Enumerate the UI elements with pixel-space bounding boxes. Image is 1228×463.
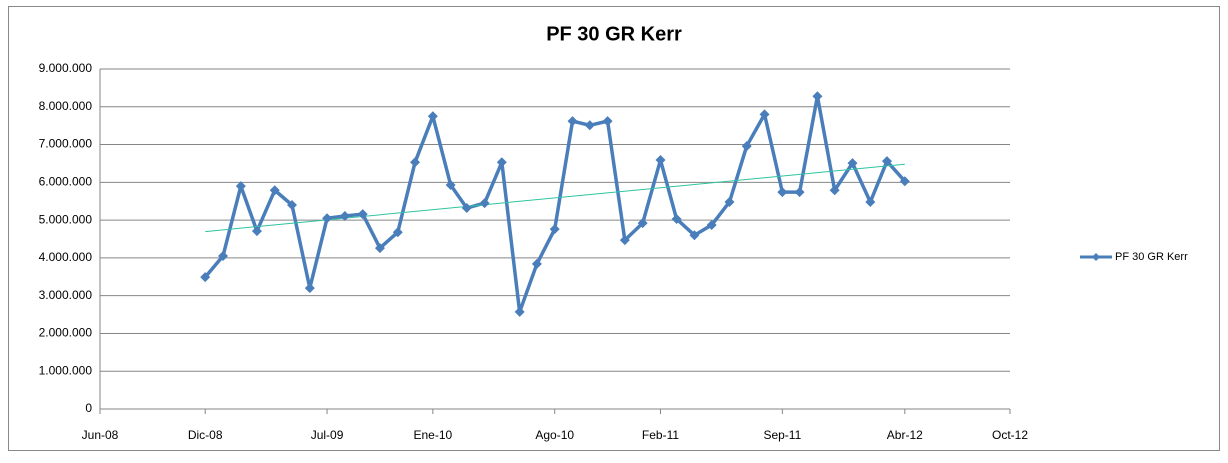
x-tick-label: Abr-12 — [887, 428, 923, 442]
marker — [881, 156, 892, 167]
marker — [514, 306, 525, 317]
y-tick-label: 3.000.000 — [39, 288, 93, 302]
marker — [427, 111, 438, 122]
marker — [706, 220, 717, 231]
y-tick-label: 8.000.000 — [39, 99, 93, 113]
marker — [671, 213, 682, 224]
marker — [445, 179, 456, 190]
trendline — [205, 163, 905, 233]
y-tick-label: 9.000.000 — [39, 61, 93, 75]
marker — [724, 196, 735, 207]
marker — [847, 158, 858, 169]
marker — [304, 283, 315, 294]
marker — [357, 209, 368, 220]
marker — [374, 243, 385, 254]
chart-border — [8, 6, 1220, 451]
y-tick-label: 1.000.000 — [39, 363, 93, 377]
y-tick-label: 0 — [85, 401, 92, 415]
y-tick-label: 5.000.000 — [39, 212, 93, 226]
y-tick-label: 4.000.000 — [39, 250, 93, 264]
marker — [865, 196, 876, 207]
marker — [479, 198, 490, 209]
marker — [287, 200, 298, 210]
marker — [619, 235, 630, 246]
marker — [899, 176, 910, 187]
y-tick-label: 2.000.000 — [39, 326, 93, 340]
marker — [496, 157, 507, 168]
marker — [410, 157, 421, 168]
marker — [531, 258, 542, 269]
marker — [269, 185, 280, 196]
marker — [549, 224, 560, 235]
marker — [235, 181, 246, 192]
marker — [655, 155, 666, 166]
marker — [777, 187, 788, 198]
marker — [584, 120, 595, 131]
x-tick-label: Jul-09 — [311, 428, 344, 442]
y-tick-label: 7.000.000 — [39, 137, 93, 151]
y-tick-label: 6.000.000 — [39, 175, 93, 189]
marker — [339, 210, 350, 221]
marker — [251, 226, 262, 237]
marker — [322, 213, 333, 224]
marker — [200, 272, 211, 283]
x-tick-label: Ene-10 — [413, 428, 452, 442]
marker — [602, 116, 613, 127]
marker — [689, 230, 700, 241]
marker — [567, 116, 578, 127]
marker — [218, 251, 229, 261]
x-tick-label: Feb-11 — [642, 428, 679, 442]
marker — [741, 141, 752, 152]
x-tick-label: Dic-08 — [188, 428, 223, 442]
marker — [461, 203, 472, 214]
marker — [759, 109, 770, 120]
marker — [794, 187, 805, 198]
x-tick-label: Jun-08 — [82, 428, 119, 442]
chart-title: PF 30 GR Kerr — [546, 23, 682, 45]
marker — [637, 218, 648, 229]
legend-label: PF 30 GR Kerr — [1115, 251, 1188, 263]
x-tick-label: Ago-10 — [535, 428, 574, 442]
x-tick-label: Sep-11 — [763, 428, 801, 442]
marker — [392, 227, 403, 238]
x-tick-label: Oct-12 — [992, 428, 1028, 442]
marker — [829, 185, 840, 196]
marker — [812, 91, 823, 102]
legend-marker — [1092, 253, 1100, 261]
